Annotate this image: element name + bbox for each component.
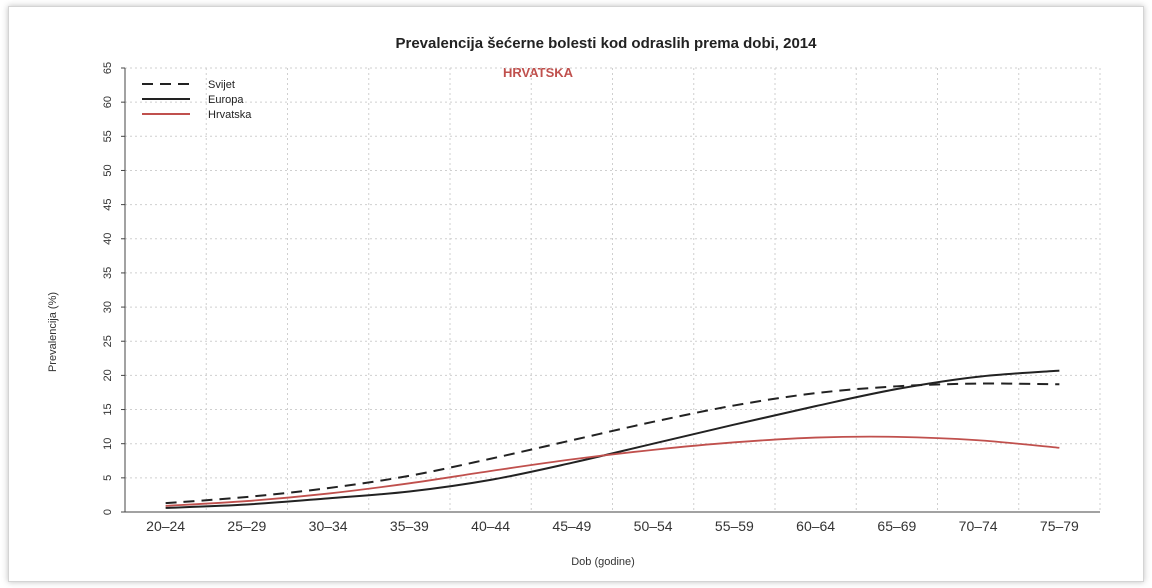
legend-label-europa: Europa [208,94,244,106]
y-tick-label: 10 [102,438,114,450]
series-lines [165,369,1060,509]
y-tick-label: 50 [102,164,114,176]
x-axis-label: Dob (godine) [571,556,635,568]
y-tick-label: 0 [102,509,114,515]
grid-lines [125,67,1101,512]
x-tick-labels: 20–24 25–29 30–34 35–39 40–44 45–49 50–54 55–59… [146,518,1079,534]
x-tick-label: 60–64 [796,518,835,534]
y-tick-label: 25 [102,335,114,347]
y-tick-label: 55 [102,130,114,142]
x-tick-label: 45–49 [552,518,591,534]
y-tick-label: 15 [102,403,114,415]
y-tick-label: 5 [102,475,114,481]
series-line-svijet [165,382,1060,505]
x-tick-label: 25–29 [227,518,266,534]
x-tick-label: 75–79 [1040,518,1079,534]
series-line-europa [165,369,1060,509]
y-tick-label: 20 [102,369,114,381]
x-tick-label: 50–54 [634,518,673,534]
y-tick-label: 60 [102,96,114,108]
x-tick-label: 20–24 [146,518,185,534]
y-tick-label: 30 [102,301,114,313]
series-line-hrvatska [165,435,1060,507]
chart-title: Prevalencija šećerne bolesti kod odrasli… [395,35,817,52]
y-axis-label: Prevalencija (%) [47,292,59,372]
legend-label-hrvatska: Hrvatska [208,109,252,121]
y-tick-labels: 0 5 10 15 20 25 30 35 40 45 50 55 60 65 [102,62,125,515]
x-tick-label: 70–74 [959,518,998,534]
y-tick-label: 35 [102,267,114,279]
y-tick-label: 65 [102,62,114,74]
legend-label-svijet: Svijet [208,79,235,91]
y-tick-label: 40 [102,233,114,245]
y-tick-label: 45 [102,198,114,210]
axes [124,68,1100,513]
chart-subtitle: HRVATSKA [503,65,574,80]
x-tick-label: 35–39 [390,518,429,534]
x-tick-label: 30–34 [309,518,348,534]
x-tick-label: 40–44 [471,518,510,534]
legend: Svijet Europa Hrvatska [142,79,252,121]
x-tick-label: 65–69 [877,518,916,534]
x-tick-label: 55–59 [715,518,754,534]
